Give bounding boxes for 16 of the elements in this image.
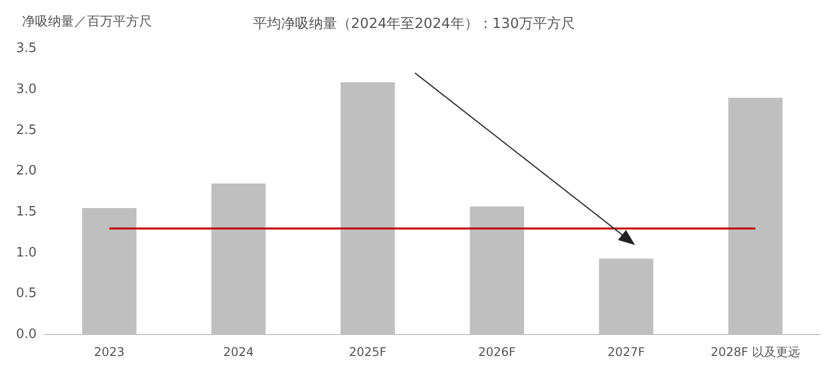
x-tick-label: 2025F	[349, 344, 387, 359]
y-tick-label: 0.5	[16, 286, 37, 302]
y-tick-label: 2.0	[16, 164, 37, 179]
x-tick-label: 2023	[94, 344, 125, 359]
x-tick-label: 2028F 以及更远	[710, 344, 800, 359]
y-tick-label: 1.5	[16, 204, 37, 220]
x-tick-label: 2026F	[478, 344, 516, 359]
y-tick-label: 1.0	[16, 245, 37, 260]
x-tick-label: 2024	[223, 344, 254, 359]
x-tick-label: 2027F	[607, 344, 645, 359]
y-tick-label: 2.5	[16, 122, 37, 138]
y-tick-label: 0.0	[16, 326, 37, 342]
y-tick-label: 3.0	[16, 82, 37, 98]
chart-title: 平均净吸纳量（2024年至2024年）：130万平方尺	[253, 16, 575, 32]
y-tick-label: 3.5	[16, 41, 37, 56]
y-axis-title: 净吸纳量／百万平方尺	[22, 13, 152, 30]
